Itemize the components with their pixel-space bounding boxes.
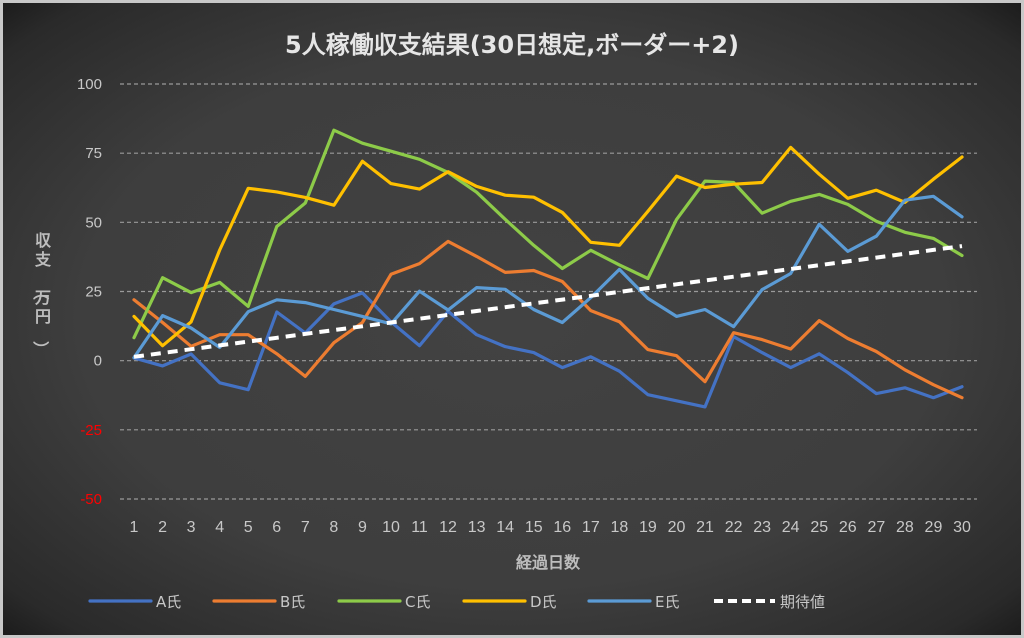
legend-item: A氏 [88,593,181,611]
x-tick-label: 29 [925,519,943,536]
x-tick-label: 9 [358,519,367,536]
series-lines [132,128,964,409]
x-tick-label: 5 [244,519,253,536]
legend-item: B氏 [212,593,305,611]
series-line-2 [132,239,964,400]
x-tick-label: 27 [867,519,885,536]
x-tick-label: 14 [496,519,514,536]
x-tick-label: 19 [639,519,657,536]
legend-label: D氏 [530,593,557,611]
legend-label: 期待値 [780,593,825,611]
legend-item: E氏 [587,593,679,611]
gridlines [120,83,977,500]
x-axis-ticks: 1 2 3 4 5 6 7 8 9 10 11 12 13 14 15 16 17 18 19 20 21 22 23 24 2… [130,519,971,536]
x-tick-label: 13 [468,519,486,536]
x-tick-label: 23 [753,519,771,536]
x-tick-label: 28 [896,519,914,536]
legend-item: C氏 [337,593,430,611]
series-line-3 [132,128,964,340]
y-tick-label: 25 [85,284,102,301]
x-tick-label: 20 [668,519,686,536]
x-tick-label: 17 [582,519,600,536]
x-tick-label: 16 [553,519,571,536]
legend-label: C氏 [405,593,430,611]
x-tick-label: 11 [411,519,428,536]
chart-title: 5人稼働収支結果(30日想定,ボーダー+2) [285,31,739,59]
x-tick-label: 4 [215,519,224,536]
y-tick-label: 75 [85,145,102,162]
x-tick-label: 8 [329,519,338,536]
legend-item: D氏 [462,593,557,611]
x-tick-label: 18 [610,519,628,536]
x-tick-label: 26 [839,519,857,536]
x-tick-label: 6 [272,519,281,536]
legend-label: E氏 [655,593,679,611]
x-tick-label: 10 [382,519,400,536]
y-tick-label: 100 [77,76,102,93]
x-tick-label: 2 [158,519,167,536]
legend-label: B氏 [280,593,305,611]
series-line-4 [132,145,964,348]
x-tick-label: 3 [187,519,196,536]
x-tick-label: 30 [953,519,971,536]
x-tick-label: 1 [130,519,139,536]
y-tick-label: -25 [80,422,102,439]
legend-item: 期待値 [714,593,825,611]
x-axis-title: 経過日数 [516,553,581,572]
y-axis-title: 収支（万円） [31,231,52,357]
x-tick-label: 21 [696,519,714,536]
x-tick-label: 24 [782,519,800,536]
y-tick-label: 0 [94,353,102,370]
legend: A氏 B氏 C氏 D氏 E氏 期待値 [88,593,825,611]
legend-label: A氏 [156,593,181,611]
series-line-6 [133,244,963,359]
series-line-1 [132,291,964,409]
x-tick-label: 22 [725,519,743,536]
y-axis-ticks: 100 75 50 25 0 -25 -50 [77,76,102,508]
y-tick-label: -50 [80,491,102,508]
x-tick-label: 25 [810,519,828,536]
x-tick-label: 7 [301,519,310,536]
y-tick-label: 50 [85,214,102,231]
series-line-5 [132,194,964,360]
x-tick-label: 15 [525,519,543,536]
x-tick-label: 12 [439,519,457,536]
